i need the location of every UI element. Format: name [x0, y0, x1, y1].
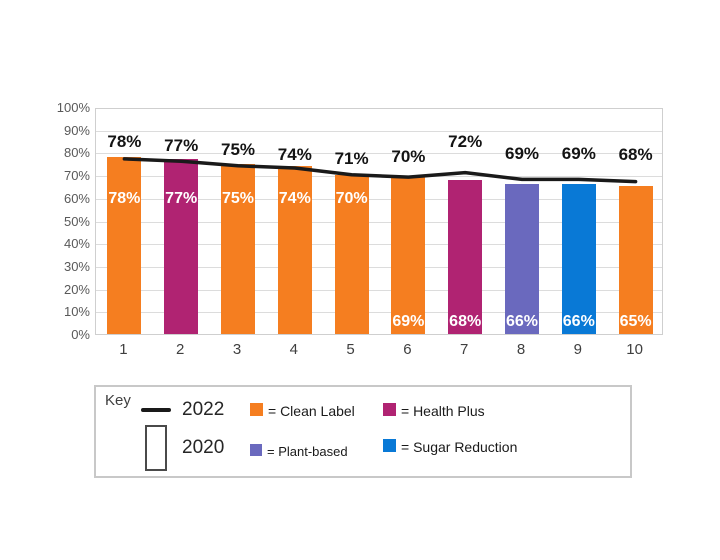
line-value-label: 68% — [618, 145, 653, 164]
y-axis-tick: 100% — [56, 100, 90, 115]
x-axis-tick: 2 — [176, 341, 185, 358]
bar-9 — [561, 184, 596, 334]
x-axis-tick: 6 — [403, 341, 412, 358]
bar-value-label: 75% — [221, 190, 255, 207]
key-item-plant-based: = Plant-based — [267, 444, 348, 459]
bar-5 — [334, 175, 369, 334]
gridline — [96, 221, 662, 223]
key-item-health-plus: = Health Plus — [401, 403, 485, 419]
line-value-label: 69% — [504, 144, 540, 163]
y-axis-tick: 90% — [63, 122, 90, 138]
key-label-2020: 2020 — [182, 437, 225, 458]
line-value-label: 71% — [334, 149, 369, 168]
key-title: Key — [105, 392, 131, 409]
bar-8 — [505, 184, 539, 334]
bar-value-label: 78% — [108, 190, 141, 207]
gridline — [96, 198, 662, 200]
line-value-label: 78% — [107, 132, 142, 151]
bar-value-label: 77% — [165, 190, 198, 207]
line-value-label: 69% — [561, 144, 596, 163]
line-2022 — [122, 157, 638, 184]
bar-7 — [448, 179, 483, 334]
bar-value-label: 68% — [449, 313, 482, 330]
gridline — [96, 289, 662, 291]
x-axis-tick: 10 — [626, 341, 643, 358]
y-axis-tick: 40% — [63, 236, 90, 252]
bar-value-label: 69% — [392, 313, 425, 330]
bar-6 — [391, 177, 426, 334]
bar-1 — [107, 156, 142, 334]
bar-2 — [164, 159, 199, 334]
line-value-label: 75% — [220, 140, 256, 159]
gridline — [96, 130, 662, 132]
key-item-clean-label: = Clean Label — [268, 403, 355, 419]
bar-value-label: 66% — [562, 313, 595, 330]
health-plus-swatch-icon — [383, 403, 396, 416]
plant-based-swatch-icon — [250, 444, 262, 456]
y-axis-tick: 30% — [63, 258, 90, 274]
y-axis-tick: 20% — [63, 281, 90, 297]
sugar-reduction-swatch-icon — [383, 439, 396, 452]
y-axis-tick: 70% — [63, 168, 90, 184]
line-value-label: 74% — [277, 145, 312, 164]
x-axis-tick: 9 — [573, 341, 582, 358]
key-label-2022: 2022 — [182, 399, 225, 420]
x-axis-tick: 5 — [346, 341, 355, 358]
plot-area: 78% 77% 75% 74% 70% 69% 68% 66% 66% 65% 78% 77% 75% 7… — [95, 108, 663, 335]
x-axis-tick: 3 — [232, 341, 242, 358]
y-axis-tick: 0% — [71, 327, 90, 342]
bar-value-label: 66% — [505, 313, 539, 330]
line-value-label: 70% — [391, 147, 426, 166]
clean-label-swatch-icon — [250, 403, 263, 416]
y-axis-tick: 10% — [63, 304, 90, 320]
bar-10 — [618, 186, 653, 334]
bar-value-label: 65% — [619, 313, 652, 330]
x-axis-tick: 8 — [516, 341, 526, 358]
line-value-label: 72% — [448, 132, 483, 151]
y-axis-tick: 60% — [63, 190, 90, 206]
bar-value-label: 70% — [335, 190, 368, 207]
key-box: Key 2022 2020 = Clean Label = Health Plu… — [94, 385, 632, 478]
gridline — [96, 153, 662, 155]
gridline — [96, 244, 662, 246]
line-value-label: 77% — [164, 136, 199, 155]
x-axis-tick: 1 — [119, 341, 128, 358]
x-axis-tick: 7 — [460, 341, 469, 358]
gridline — [96, 312, 662, 314]
key-item-sugar-reduction: = Sugar Reduction — [401, 439, 518, 455]
y-axis-tick: 50% — [63, 213, 90, 229]
line-2022-swatch-icon — [141, 408, 171, 412]
bar-3 — [221, 163, 255, 334]
gridline — [96, 266, 662, 268]
bar-4 — [277, 166, 312, 334]
x-axis-tick: 4 — [289, 341, 298, 358]
y-axis-tick: 80% — [63, 145, 90, 161]
bar-value-label: 74% — [278, 190, 311, 207]
bar-2020-swatch-icon — [145, 425, 167, 471]
